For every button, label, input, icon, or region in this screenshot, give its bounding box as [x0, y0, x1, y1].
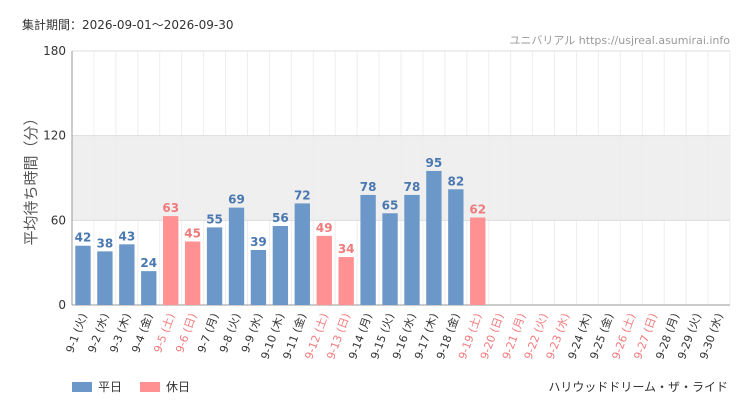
legend-item-holiday: 休日 [140, 378, 190, 395]
legend-label-holiday: 休日 [166, 380, 191, 394]
bar-value-label: 45 [184, 227, 201, 241]
bar [448, 189, 464, 305]
bar [228, 207, 245, 305]
bar-value-label: 95 [426, 156, 443, 170]
y-tick-label: 0 [58, 298, 66, 312]
bar-value-label: 69 [228, 193, 245, 207]
period-label: 集計期間：2026-09-01～2026-09-30 [22, 18, 234, 32]
attraction-name: ハリウッドドリーム・ザ・ライド [548, 380, 728, 394]
bar [272, 225, 289, 305]
bar [360, 194, 376, 305]
chart-legend: 平日 休日 [72, 378, 190, 395]
bar [119, 244, 135, 305]
legend-swatch-weekday [72, 381, 92, 392]
y-axis-title: 平均待ち時間（分） [22, 110, 40, 245]
y-tick-label: 180 [43, 44, 66, 58]
bar [294, 203, 310, 305]
bar-value-label: 55 [206, 212, 223, 226]
bar [163, 216, 179, 305]
site-watermark[interactable]: ユニバリアル https://usjreal.asumirai.info [509, 34, 730, 47]
bar [206, 227, 223, 305]
bar [141, 271, 157, 305]
bar-value-label: 65 [382, 198, 399, 212]
bar-value-label: 72 [294, 188, 311, 202]
bar-value-label: 62 [469, 203, 486, 217]
bar-value-label: 56 [272, 211, 289, 225]
bar [382, 213, 398, 305]
bar [184, 241, 201, 305]
bar [316, 235, 332, 305]
bar-value-label: 34 [338, 242, 355, 256]
bar [75, 245, 91, 305]
legend-swatch-holiday [140, 381, 161, 392]
bar-value-label: 49 [316, 221, 333, 235]
bar [426, 170, 442, 305]
bar-value-label: 42 [75, 231, 92, 245]
bar-value-label: 43 [118, 229, 135, 243]
y-tick-label: 60 [51, 213, 66, 227]
bar [470, 217, 486, 305]
y-tick-label: 120 [43, 129, 66, 143]
bar-value-label: 63 [162, 201, 179, 215]
legend-item-weekday: 平日 [72, 378, 122, 395]
bar-value-label: 78 [360, 180, 377, 194]
bar [97, 251, 113, 305]
bar-value-label: 39 [250, 235, 267, 249]
bar-value-label: 78 [404, 180, 421, 194]
bar-value-label: 82 [447, 174, 464, 188]
bar-value-label: 24 [140, 256, 157, 270]
bar-value-label: 38 [97, 236, 114, 250]
legend-label-weekday: 平日 [98, 380, 123, 394]
bar [250, 249, 267, 305]
bar [338, 257, 354, 305]
bar [404, 194, 420, 305]
